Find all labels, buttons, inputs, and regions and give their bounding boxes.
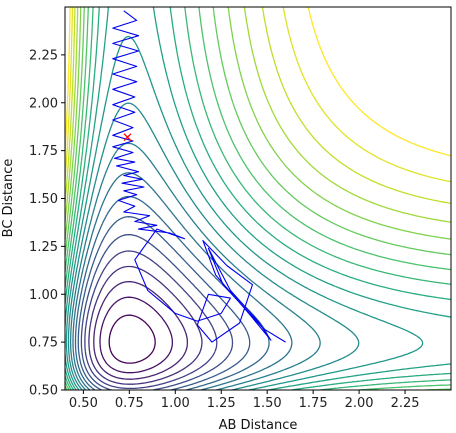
contour-level-12 [65, 7, 451, 390]
x-tick-label: 2.25 [391, 396, 420, 411]
y-tick-label: 1.50 [29, 192, 58, 207]
y-tick-label: 1.75 [29, 144, 58, 159]
contour-level-13 [65, 7, 451, 390]
y-axis-label: BC Distance [1, 159, 16, 238]
contour-level-16 [65, 7, 451, 390]
x-tick-label: 1.00 [161, 396, 190, 411]
contour-level-4 [84, 250, 218, 390]
x-axis-label: AB Distance [219, 418, 298, 433]
contour-level-6 [77, 216, 251, 390]
x-tick-label: 2.00 [345, 396, 374, 411]
y-tick-label: 1.25 [29, 240, 58, 255]
y-axis: 0.50 0.75 1.00 1.25 1.50 1.75 2.00 2.25 [29, 48, 65, 399]
trajectory-layer [112, 10, 286, 343]
contour-level-8 [72, 172, 293, 390]
y-tick-label: 2.25 [29, 48, 58, 63]
y-tick-label: 1.00 [29, 288, 58, 303]
contour-level-5 [80, 233, 234, 390]
contour-level-11 [65, 35, 424, 390]
x-tick-label: 1.25 [207, 396, 236, 411]
contour-level-1 [99, 296, 174, 374]
x-tick-label: 1.75 [299, 396, 328, 411]
contour-level-15 [65, 7, 451, 390]
contour-level-14 [65, 7, 451, 390]
x-tick-label: 0.75 [115, 396, 144, 411]
contour-level-3 [88, 265, 203, 385]
contour-level-10 [67, 102, 360, 390]
y-tick-label: 0.75 [29, 336, 58, 351]
trajectory-line [112, 10, 286, 343]
x-tick-label: 0.50 [69, 396, 98, 411]
y-tick-label: 2.00 [29, 96, 58, 111]
contour-level-19 [65, 7, 451, 205]
x-axis: 0.50 0.75 1.00 1.25 1.50 1.75 2.00 2.25 [69, 390, 420, 411]
x-tick-label: 1.50 [253, 396, 282, 411]
contour-level-9 [69, 142, 321, 390]
contour-lines [65, 7, 451, 390]
contour-level-20 [65, 7, 451, 183]
contour-level-0 [108, 314, 156, 364]
y-tick-label: 0.50 [29, 384, 58, 399]
start-point-marker [123, 133, 132, 142]
